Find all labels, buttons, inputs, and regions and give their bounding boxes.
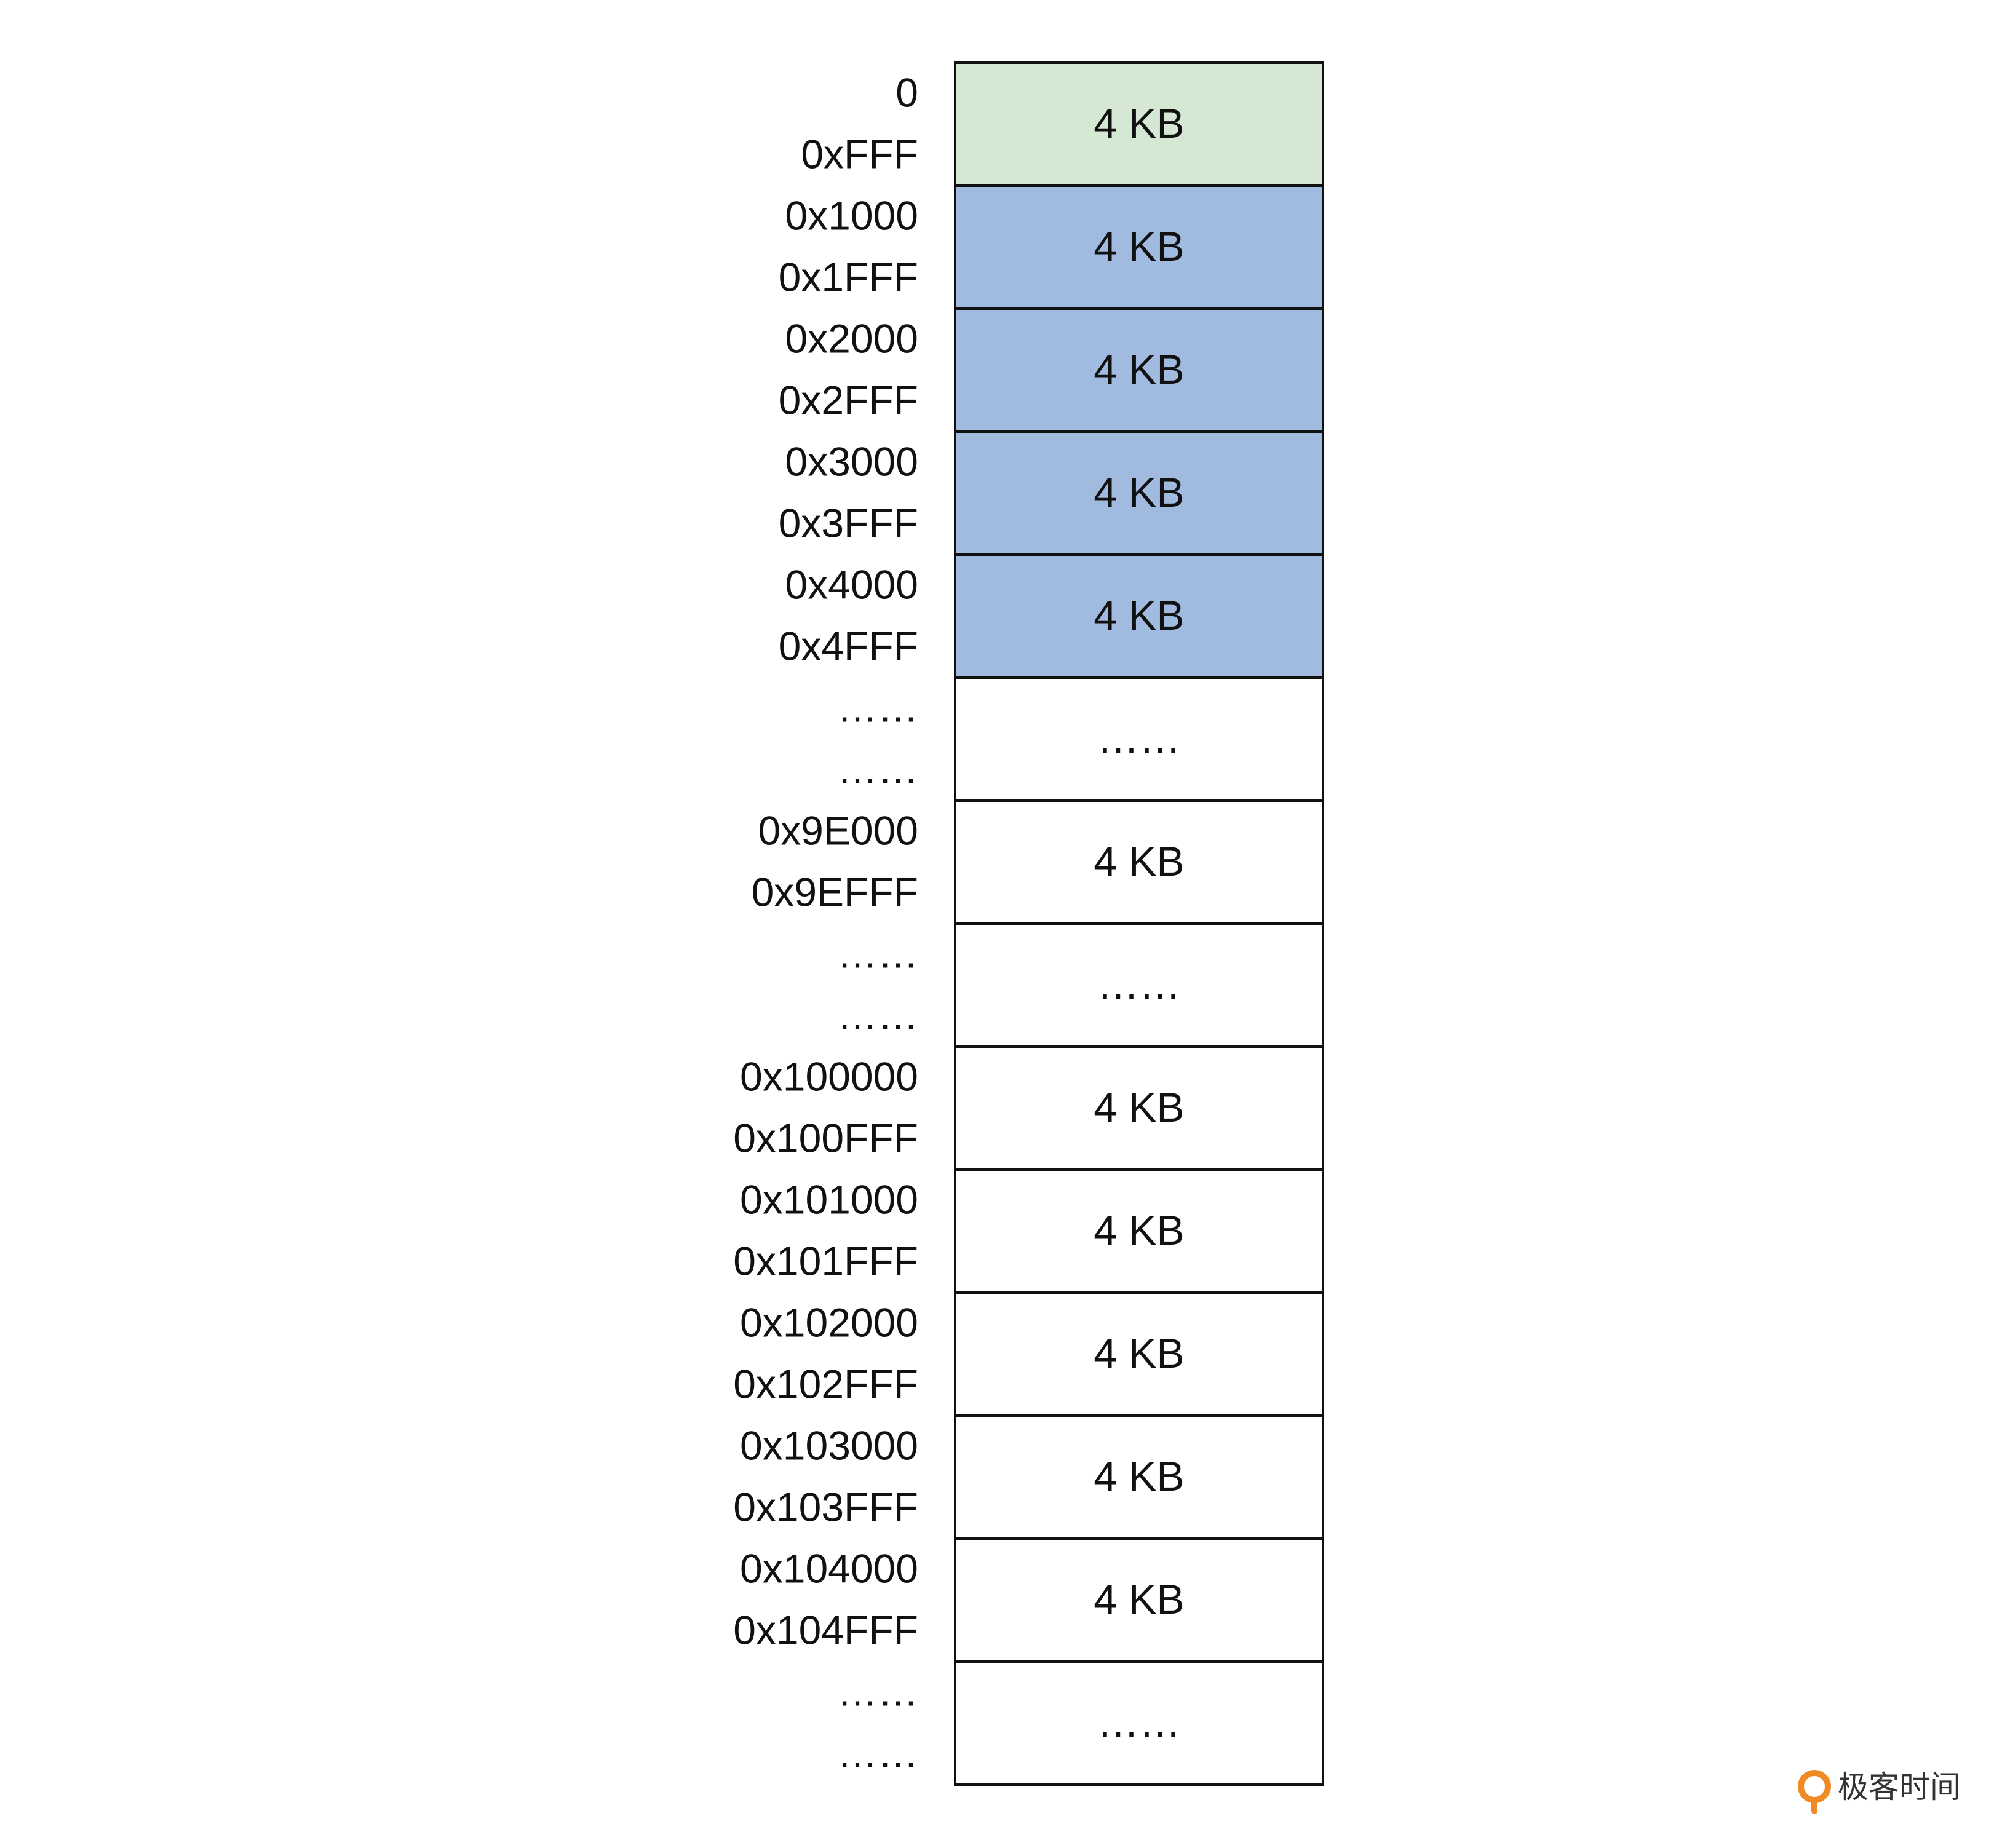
page-block xyxy=(954,1168,1324,1294)
page-block xyxy=(954,430,1324,556)
end-address: …… xyxy=(837,746,918,791)
end-address: 0x4FFF xyxy=(779,623,918,668)
end-address: 0x100FFF xyxy=(733,1115,918,1160)
end-address: 0x101FFF xyxy=(733,1238,918,1283)
end-address: 0x104FFF xyxy=(733,1607,918,1652)
block-size: …… xyxy=(1097,1699,1181,1746)
block-size: 4 KB xyxy=(1094,100,1184,147)
end-address: 0x103FFF xyxy=(733,1484,918,1529)
block-size: 4 KB xyxy=(1094,223,1184,270)
end-address: …… xyxy=(837,1730,918,1775)
page-block xyxy=(954,184,1324,310)
block-size: …… xyxy=(1097,715,1181,762)
start-address: 0x9E000 xyxy=(758,807,918,853)
start-address: 0x2000 xyxy=(785,315,918,361)
start-address: 0x101000 xyxy=(740,1176,918,1222)
end-address: 0x2FFF xyxy=(779,377,918,422)
start-address: …… xyxy=(837,684,918,730)
page-block xyxy=(954,307,1324,433)
start-address: 0 xyxy=(896,69,918,115)
end-address: …… xyxy=(837,992,918,1037)
start-address: 0x4000 xyxy=(785,561,918,607)
start-address: …… xyxy=(837,930,918,976)
end-address: 0x102FFF xyxy=(733,1361,918,1406)
end-address: 0x1FFF xyxy=(779,254,918,299)
page-block xyxy=(954,676,1324,802)
block-size: 4 KB xyxy=(1094,469,1184,516)
block-size: 4 KB xyxy=(1094,1084,1184,1131)
page-block xyxy=(954,61,1324,187)
logo-icon xyxy=(1798,1770,1831,1803)
page-block xyxy=(954,1537,1324,1663)
start-address: 0x1000 xyxy=(785,192,918,238)
start-address: …… xyxy=(837,1668,918,1714)
end-address: 0x9EFFF xyxy=(752,869,918,914)
block-size: 4 KB xyxy=(1094,838,1184,885)
page-block xyxy=(954,922,1324,1048)
brand-name: 极客时间 xyxy=(1838,1770,1961,1804)
block-size: 4 KB xyxy=(1094,346,1184,393)
page-block xyxy=(954,1414,1324,1540)
brand-logo: 极客时间 xyxy=(1798,1770,1961,1814)
page-blocks: 4 KB 0 0xFFF 4 KB 0x1000 0x1FFF 4 KB 0x2000 0x2F… xyxy=(733,61,1324,1786)
block-size: 4 KB xyxy=(1094,592,1184,639)
start-address: 0x104000 xyxy=(740,1545,918,1591)
block-size: 4 KB xyxy=(1094,1453,1184,1500)
page-block xyxy=(954,1660,1324,1786)
block-size: 4 KB xyxy=(1094,1576,1184,1623)
start-address: 0x102000 xyxy=(740,1299,918,1345)
start-address: 0x100000 xyxy=(740,1053,918,1099)
block-size: 4 KB xyxy=(1094,1330,1184,1377)
start-address: 0x3000 xyxy=(785,438,918,484)
block-size: …… xyxy=(1097,961,1181,1008)
block-size: 4 KB xyxy=(1094,1207,1184,1254)
end-address: 0x3FFF xyxy=(779,500,918,545)
page-block xyxy=(954,553,1324,679)
page-block xyxy=(954,1291,1324,1417)
start-address: 0x103000 xyxy=(740,1422,918,1468)
end-address: 0xFFF xyxy=(801,131,918,176)
